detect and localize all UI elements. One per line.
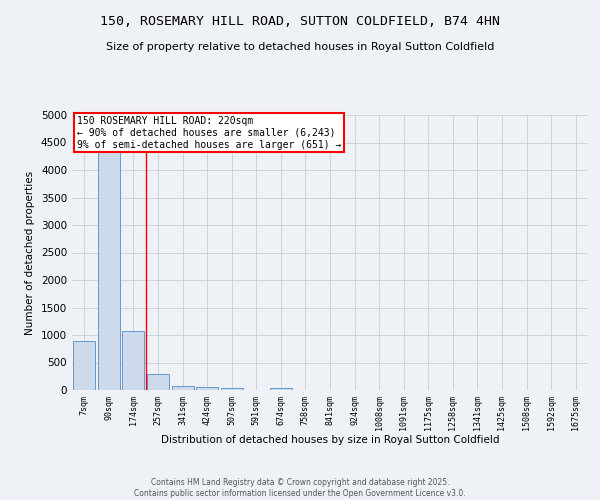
X-axis label: Distribution of detached houses by size in Royal Sutton Coldfield: Distribution of detached houses by size … — [161, 436, 499, 446]
Text: Size of property relative to detached houses in Royal Sutton Coldfield: Size of property relative to detached ho… — [106, 42, 494, 52]
Bar — [98, 138, 120, 390]
Text: 150, ROSEMARY HILL ROAD, SUTTON COLDFIELD, B74 4HN: 150, ROSEMARY HILL ROAD, SUTTON COLDFIEL… — [100, 15, 500, 28]
Bar — [196, 386, 218, 390]
Text: 150 ROSEMARY HILL ROAD: 220sqm
← 90% of detached houses are smaller (6,243)
9% o: 150 ROSEMARY HILL ROAD: 220sqm ← 90% of … — [77, 116, 341, 150]
Bar — [221, 388, 243, 390]
Bar — [73, 341, 95, 390]
Bar — [172, 386, 194, 390]
Text: Contains HM Land Registry data © Crown copyright and database right 2025.
Contai: Contains HM Land Registry data © Crown c… — [134, 478, 466, 498]
Bar — [122, 331, 145, 390]
Bar — [270, 388, 292, 390]
Bar — [147, 374, 169, 390]
Y-axis label: Number of detached properties: Number of detached properties — [25, 170, 35, 334]
